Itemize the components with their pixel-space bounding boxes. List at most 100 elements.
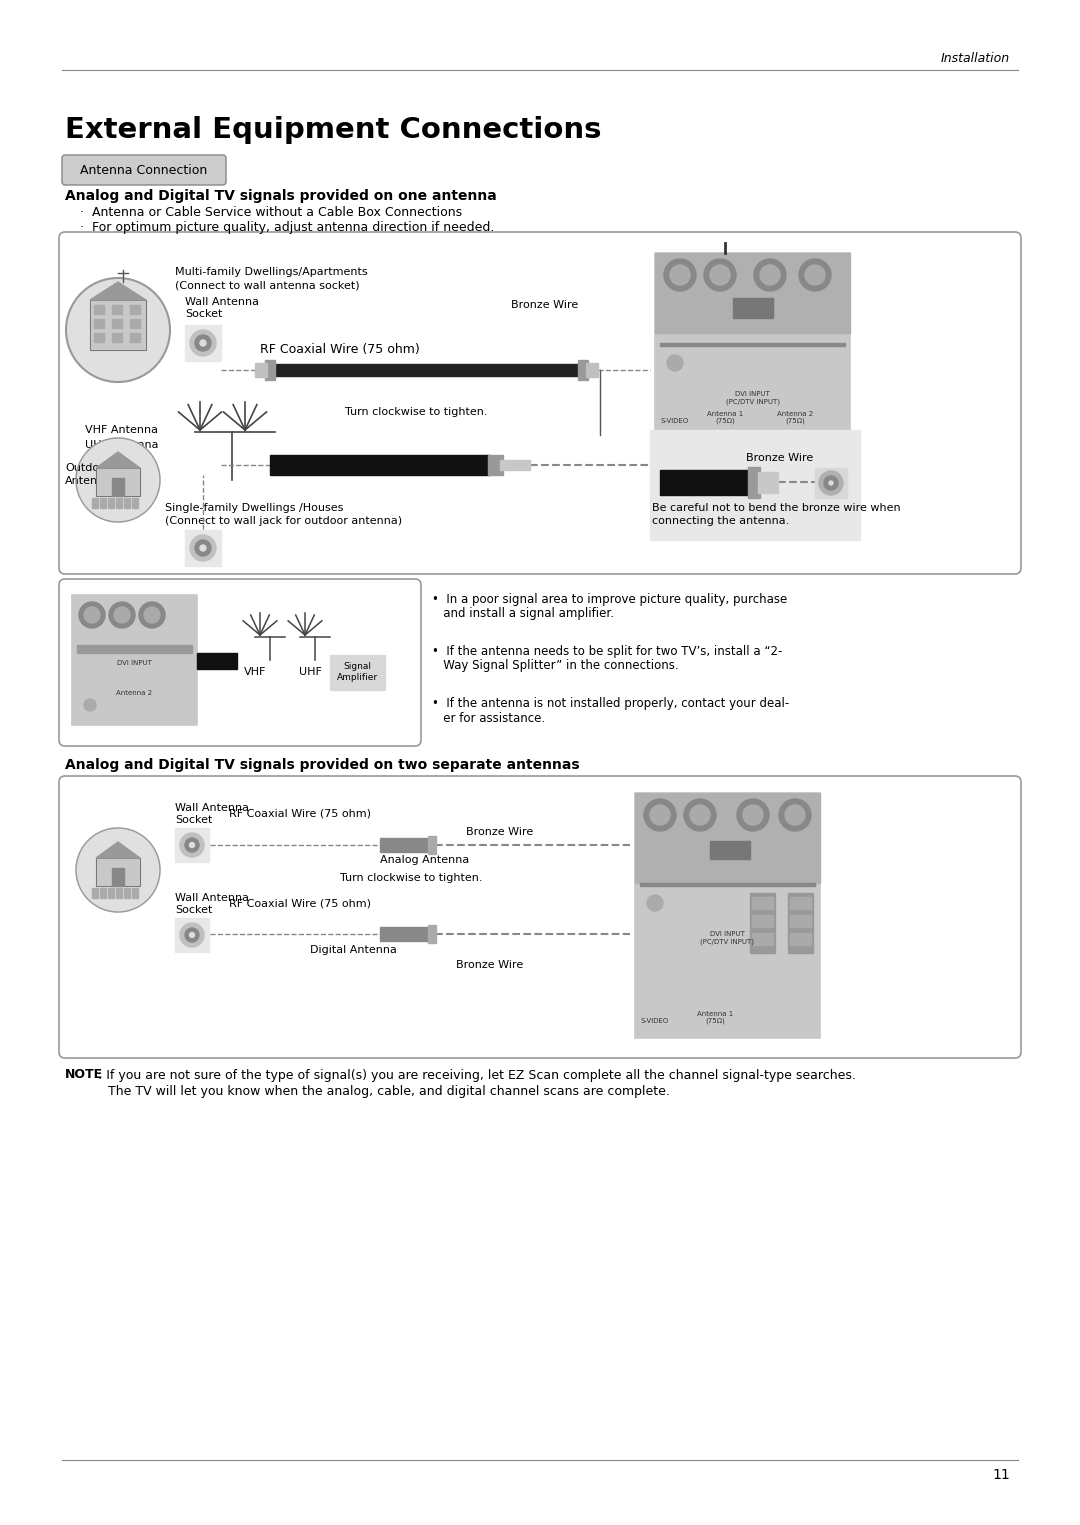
Bar: [72, 595, 197, 724]
Text: Socket: Socket: [175, 814, 213, 825]
Circle shape: [684, 799, 716, 831]
Circle shape: [200, 544, 206, 551]
Polygon shape: [96, 842, 140, 859]
Bar: [112, 319, 122, 328]
Text: 11: 11: [993, 1469, 1010, 1482]
Bar: [116, 499, 122, 508]
Circle shape: [189, 932, 194, 938]
Circle shape: [139, 602, 165, 628]
Circle shape: [76, 828, 160, 912]
Bar: [112, 332, 122, 342]
Bar: [710, 840, 750, 859]
Circle shape: [670, 265, 690, 285]
Bar: [116, 888, 122, 898]
Bar: [96, 468, 140, 496]
Text: Digital Antenna: Digital Antenna: [310, 946, 396, 955]
Circle shape: [190, 535, 216, 561]
Circle shape: [785, 805, 805, 825]
Bar: [96, 468, 140, 496]
Bar: [789, 915, 811, 927]
Text: Bronze Wire: Bronze Wire: [467, 827, 534, 837]
Circle shape: [799, 259, 831, 291]
Text: Antenna 2: Antenna 2: [117, 689, 152, 695]
Text: VHF Antenna: VHF Antenna: [85, 425, 158, 435]
Text: S-VIDEO: S-VIDEO: [661, 418, 689, 424]
Circle shape: [84, 607, 100, 624]
Text: Signal
Amplifier: Signal Amplifier: [337, 662, 378, 682]
Circle shape: [185, 929, 199, 942]
Text: Analog and Digital TV signals provided on one antenna: Analog and Digital TV signals provided o…: [65, 189, 497, 203]
Circle shape: [760, 265, 780, 285]
Bar: [789, 897, 811, 909]
Text: Wall Antenna: Wall Antenna: [175, 804, 249, 813]
Bar: [330, 656, 384, 689]
Text: Single-family Dwellings /Houses: Single-family Dwellings /Houses: [165, 503, 343, 512]
Circle shape: [195, 540, 211, 557]
Text: Antenna 1
(75Ω): Antenna 1 (75Ω): [707, 412, 743, 424]
Bar: [185, 325, 221, 361]
Text: External Equipment Connections: External Equipment Connections: [65, 116, 602, 143]
Text: Be careful not to bend the bronze wire when: Be careful not to bend the bronze wire w…: [652, 503, 901, 512]
Bar: [578, 360, 588, 380]
Text: connecting the antenna.: connecting the antenna.: [652, 515, 789, 526]
Bar: [428, 836, 436, 854]
FancyBboxPatch shape: [59, 580, 421, 746]
Text: Installation: Installation: [941, 52, 1010, 64]
Bar: [90, 300, 146, 351]
Bar: [130, 305, 140, 314]
Circle shape: [195, 336, 211, 351]
Text: DVI INPUT
(PC/DTV INPUT): DVI INPUT (PC/DTV INPUT): [726, 392, 780, 404]
Bar: [752, 915, 773, 927]
Bar: [77, 645, 192, 653]
Text: The TV will let you know when the analog, cable, and digital channel scans are c: The TV will let you know when the analog…: [108, 1084, 670, 1098]
Circle shape: [690, 805, 710, 825]
Bar: [112, 305, 122, 314]
Text: Wall Antenna: Wall Antenna: [175, 894, 249, 903]
Text: •  If the antenna is not installed properly, contact your deal-: • If the antenna is not installed proper…: [432, 697, 789, 711]
Bar: [96, 859, 140, 886]
Text: : If you are not sure of the type of signal(s) you are receiving, let EZ Scan co: : If you are not sure of the type of sig…: [98, 1069, 855, 1081]
Text: Turn clockwise to tighten.: Turn clockwise to tighten.: [345, 407, 487, 416]
Text: UHF: UHF: [298, 666, 322, 677]
Bar: [112, 868, 124, 886]
Text: Wall Antenna: Wall Antenna: [185, 297, 259, 307]
Bar: [100, 499, 106, 508]
Bar: [500, 461, 530, 470]
Circle shape: [66, 278, 170, 381]
Bar: [197, 653, 237, 669]
Bar: [488, 454, 503, 474]
Text: UHF Antenna: UHF Antenna: [85, 441, 159, 450]
Text: Socket: Socket: [175, 904, 213, 915]
Circle shape: [200, 340, 206, 346]
Bar: [789, 933, 811, 946]
Bar: [654, 253, 850, 438]
Bar: [815, 468, 847, 499]
Text: (Connect to wall jack for outdoor antenna): (Connect to wall jack for outdoor antenn…: [165, 515, 402, 526]
Text: •  If the antenna needs to be split for two TV’s, install a “2-: • If the antenna needs to be split for t…: [432, 645, 782, 659]
Circle shape: [185, 839, 199, 852]
Circle shape: [190, 329, 216, 355]
Text: and install a signal amplifier.: and install a signal amplifier.: [432, 607, 615, 621]
Circle shape: [805, 265, 825, 285]
Circle shape: [824, 476, 838, 490]
Bar: [112, 477, 124, 496]
Bar: [640, 883, 815, 886]
Bar: [586, 363, 598, 377]
Text: Bronze Wire: Bronze Wire: [511, 300, 579, 310]
Text: VHF: VHF: [244, 666, 266, 677]
Text: Analog Antenna: Analog Antenna: [380, 856, 469, 865]
Bar: [752, 897, 773, 909]
Text: Socket: Socket: [185, 310, 222, 319]
Circle shape: [180, 833, 204, 857]
Circle shape: [819, 471, 843, 496]
Bar: [660, 470, 750, 496]
Bar: [380, 839, 430, 852]
Text: Antenna: Antenna: [65, 476, 112, 486]
Bar: [94, 319, 104, 328]
Text: Turn clockwise to tighten.: Turn clockwise to tighten.: [340, 872, 483, 883]
Circle shape: [704, 259, 735, 291]
Circle shape: [84, 698, 96, 711]
Bar: [733, 297, 773, 319]
Circle shape: [650, 805, 670, 825]
Circle shape: [109, 602, 135, 628]
